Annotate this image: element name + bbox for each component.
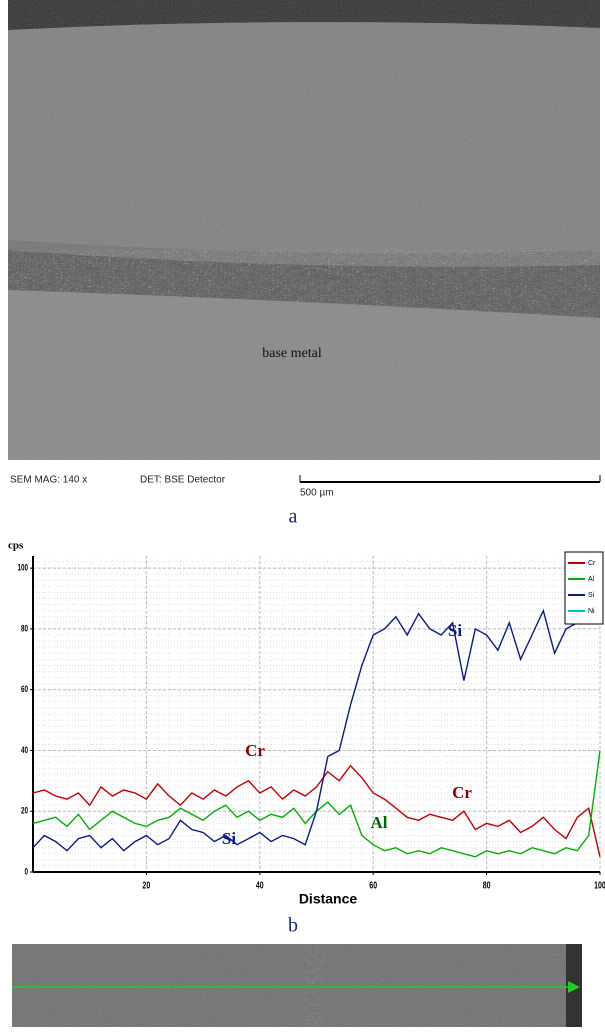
legend-label: Si <box>588 592 595 599</box>
sem-image: base metal <box>8 0 600 460</box>
detector: DET: BSE Detector <box>140 475 226 486</box>
y-tick-label: 60 <box>21 684 28 694</box>
line-chart: 0 20 40 60 80 100 20 40 60 80 100 cps Distance Cr Al Si… <box>8 540 605 907</box>
annotation: Al <box>371 813 388 832</box>
scan-strip <box>12 944 582 1027</box>
annotation: Cr <box>452 783 472 802</box>
x-tick-label: 80 <box>483 879 491 891</box>
x-tick-label: 60 <box>369 879 377 891</box>
series-line <box>32 608 578 852</box>
legend-label: Ni <box>588 608 595 615</box>
legend-label: Cr <box>588 560 596 567</box>
legend-label: Al <box>588 576 595 583</box>
annotation: Si <box>448 621 462 640</box>
y-tick-label: 20 <box>21 805 28 815</box>
x-tick-label: 20 <box>143 879 151 891</box>
series-line <box>32 764 601 857</box>
panel-label: b <box>288 915 298 937</box>
x-tick-label: 40 <box>256 879 264 891</box>
y-tick-label: 0 <box>25 866 28 876</box>
y-tick-label: 100 <box>18 562 28 572</box>
annotation: Cr <box>245 741 265 760</box>
y-axis-title: cps <box>8 540 24 552</box>
region-label: base metal <box>262 346 322 361</box>
x-axis-title: Distance <box>299 891 358 907</box>
sem-mag: SEM MAG: 140 x <box>10 475 87 486</box>
y-tick-label: 80 <box>21 623 28 633</box>
scale-label: 500 µm <box>300 488 334 499</box>
legend: Cr Al Si Ni <box>564 551 604 625</box>
x-tick-label: 100 <box>594 879 605 891</box>
y-tick-label: 40 <box>21 745 28 755</box>
scale-bar <box>299 475 601 483</box>
annotation: Si <box>222 829 236 848</box>
panel-label: a <box>289 506 298 528</box>
